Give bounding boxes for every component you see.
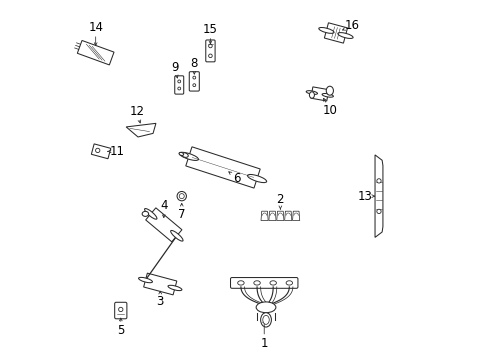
Circle shape <box>376 209 380 213</box>
Text: 8: 8 <box>190 57 198 70</box>
Polygon shape <box>185 147 260 188</box>
Text: 13: 13 <box>356 190 371 203</box>
Text: 10: 10 <box>323 104 337 117</box>
Ellipse shape <box>260 313 271 327</box>
Polygon shape <box>77 40 114 65</box>
Text: 6: 6 <box>233 172 241 185</box>
FancyBboxPatch shape <box>230 278 297 288</box>
Circle shape <box>192 84 195 87</box>
Polygon shape <box>292 211 299 221</box>
Polygon shape <box>276 211 284 221</box>
Ellipse shape <box>337 33 352 39</box>
Polygon shape <box>126 123 156 137</box>
Circle shape <box>208 54 212 58</box>
Ellipse shape <box>181 153 188 157</box>
Polygon shape <box>91 144 111 159</box>
Circle shape <box>192 76 195 79</box>
Ellipse shape <box>325 86 333 95</box>
Ellipse shape <box>179 152 183 156</box>
Polygon shape <box>374 155 382 237</box>
Ellipse shape <box>237 281 244 285</box>
Text: 12: 12 <box>129 105 144 118</box>
Ellipse shape <box>309 92 314 98</box>
Text: 9: 9 <box>170 60 178 73</box>
Circle shape <box>178 87 180 90</box>
Ellipse shape <box>247 175 266 183</box>
Text: 15: 15 <box>203 23 218 36</box>
Polygon shape <box>268 211 276 221</box>
Ellipse shape <box>142 211 148 216</box>
FancyBboxPatch shape <box>115 302 126 319</box>
Circle shape <box>119 307 122 312</box>
Ellipse shape <box>170 230 183 241</box>
FancyBboxPatch shape <box>205 40 215 62</box>
Polygon shape <box>284 211 291 221</box>
Circle shape <box>95 148 100 153</box>
Circle shape <box>178 80 180 83</box>
Circle shape <box>179 194 184 199</box>
FancyBboxPatch shape <box>174 76 183 94</box>
Ellipse shape <box>253 281 260 285</box>
Circle shape <box>376 179 380 183</box>
Text: 14: 14 <box>88 21 103 34</box>
Text: 1: 1 <box>260 337 267 350</box>
Ellipse shape <box>168 285 182 291</box>
Text: 3: 3 <box>156 296 163 309</box>
Ellipse shape <box>138 278 152 283</box>
Polygon shape <box>143 273 177 295</box>
Text: 7: 7 <box>178 208 185 221</box>
Ellipse shape <box>305 91 317 94</box>
Text: 2: 2 <box>276 193 284 206</box>
Ellipse shape <box>262 315 269 324</box>
Text: 4: 4 <box>160 199 167 212</box>
Ellipse shape <box>269 281 276 285</box>
Text: 5: 5 <box>117 324 124 337</box>
Text: 11: 11 <box>109 145 124 158</box>
FancyBboxPatch shape <box>189 72 199 91</box>
Ellipse shape <box>256 302 275 313</box>
Ellipse shape <box>179 152 198 161</box>
Circle shape <box>177 192 186 201</box>
Text: 16: 16 <box>344 19 359 32</box>
Ellipse shape <box>322 94 333 97</box>
Polygon shape <box>145 208 182 242</box>
Ellipse shape <box>144 208 157 219</box>
Polygon shape <box>324 23 347 43</box>
Polygon shape <box>261 211 267 221</box>
Polygon shape <box>310 87 328 101</box>
Circle shape <box>208 44 212 48</box>
Ellipse shape <box>285 281 292 285</box>
Ellipse shape <box>318 27 333 33</box>
